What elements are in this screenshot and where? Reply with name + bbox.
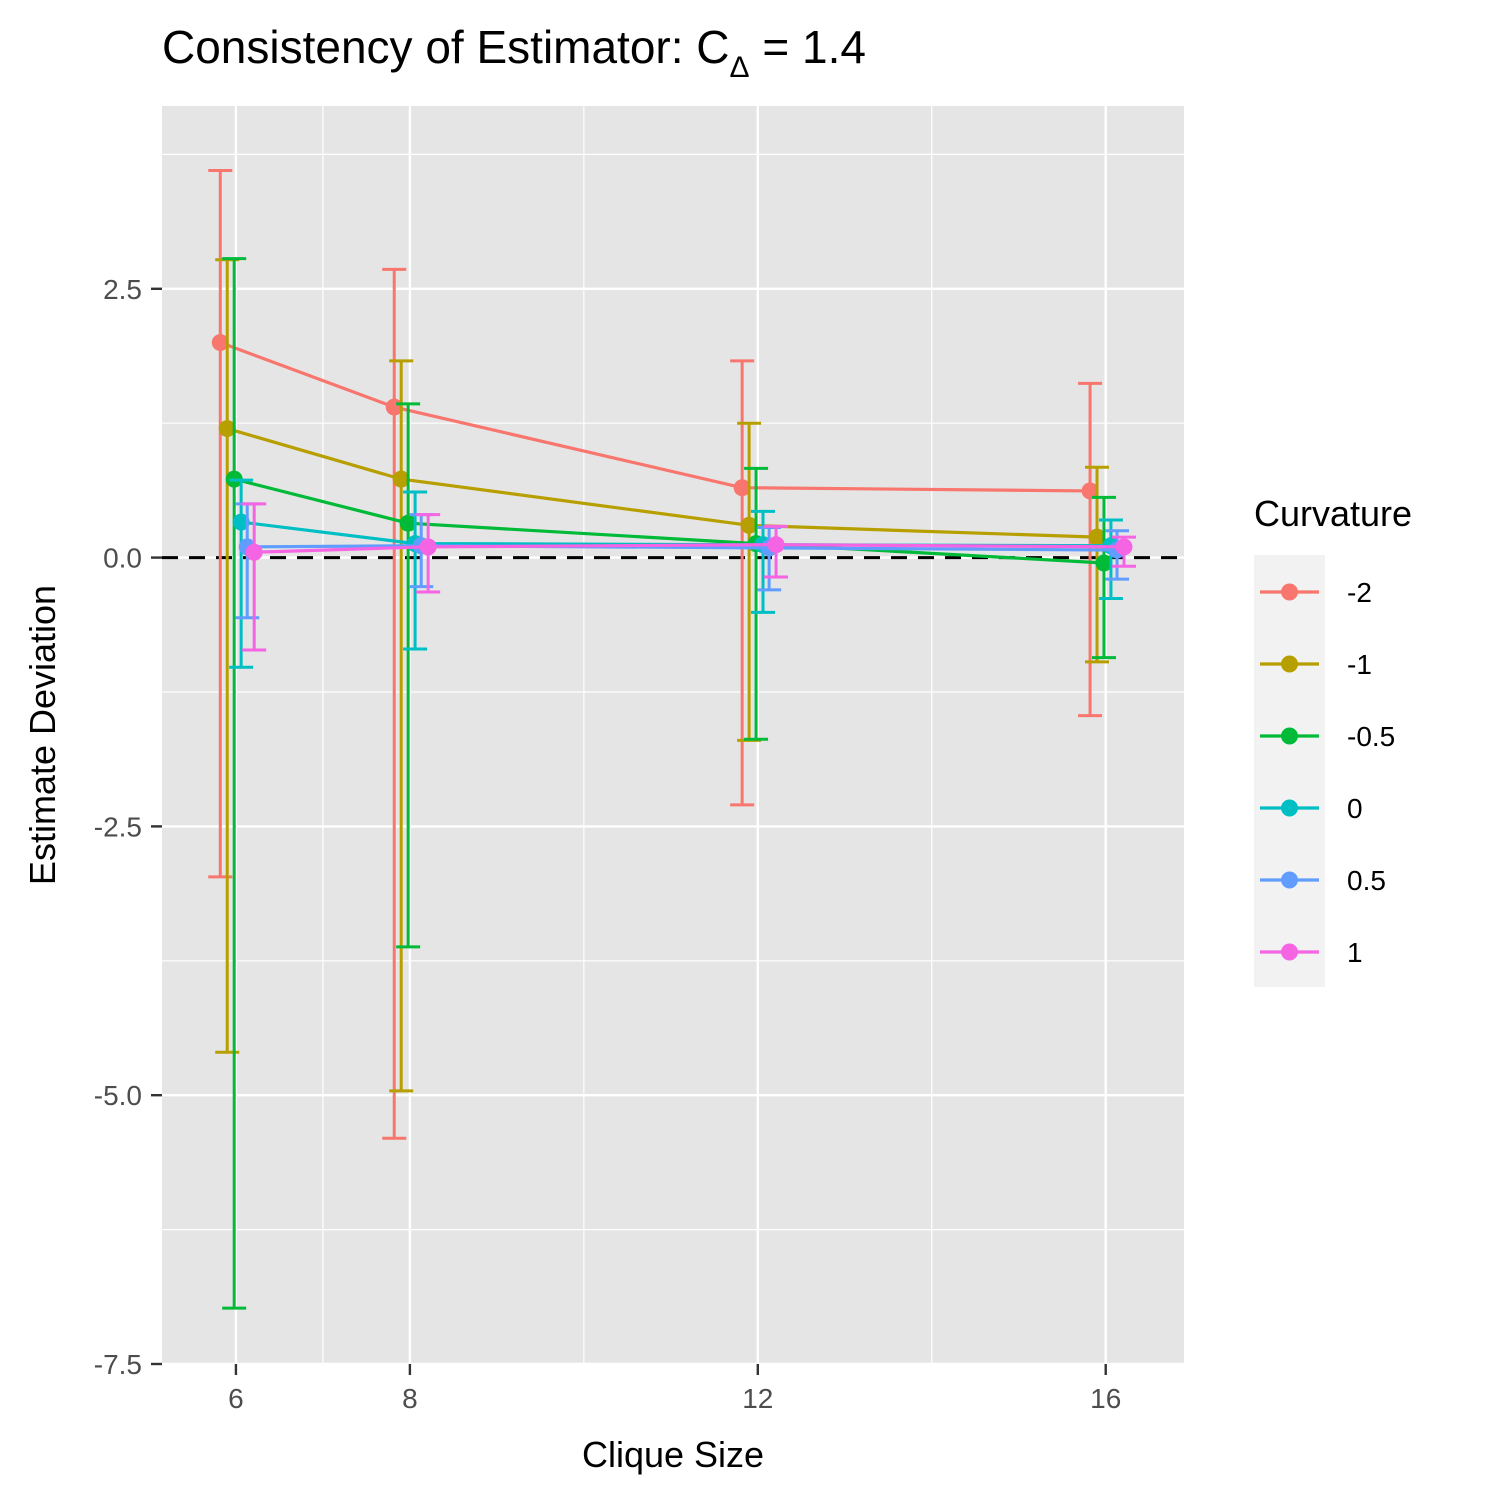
legend-key-point [1281,655,1298,673]
series--2 [208,169,1103,1140]
y-axis: 2.5 0.0 -2.5 -5.0 -7.5 [94,274,162,1380]
data-point [1088,528,1106,546]
series-layer [208,169,1136,1310]
legend-key-background [1254,555,1325,987]
legend-title: Curvature [1254,493,1412,534]
data-point [232,513,250,531]
x-tick-label: 6 [228,1383,244,1414]
legend-item-1: 1 [1260,937,1363,968]
data-point [211,334,229,352]
y-axis-title: Estimate Deviation [22,585,63,885]
legend-label: 0.5 [1347,865,1386,896]
data-point [1081,482,1099,500]
legend-key-point [1281,583,1298,601]
legend-key-point [1281,727,1298,745]
series-line [254,543,1124,554]
data-point [245,543,263,561]
legend-key-point [1281,799,1298,817]
legend-item-0: 0 [1260,793,1363,824]
series-line [233,477,1105,565]
legend-item-0.5: 0.5 [1260,865,1386,896]
x-tick-label: 16 [1090,1383,1121,1414]
data-point [392,470,410,488]
series--1 [215,258,1110,1093]
data-point [1095,554,1113,572]
legend: Curvature -2 -1 -0.5 0 0.5 1 [1254,493,1412,987]
y-tick-label: -2.5 [94,811,142,842]
data-point [740,516,758,534]
chart-title-suffix: = 1.4 [750,21,866,73]
data-point [419,538,437,556]
y-tick-label: 0.0 [103,543,142,574]
data-point [1115,538,1133,556]
x-tick-label: 8 [402,1383,418,1414]
y-tick-label: -7.5 [94,1349,142,1380]
y-tick-label: -5.0 [94,1080,142,1111]
series-line [226,427,1098,539]
y-tick-label: 2.5 [103,274,142,305]
legend-label: -1 [1347,649,1372,680]
legend-item--2: -2 [1260,577,1372,608]
legend-item--1: -1 [1260,649,1372,680]
legend-item--0.5: -0.5 [1260,721,1395,752]
series-line [219,341,1091,493]
legend-label: 0 [1347,793,1363,824]
data-point [767,536,785,554]
legend-label: -0.5 [1347,721,1395,752]
plot-panel [162,106,1184,1364]
legend-label: 1 [1347,937,1363,968]
x-tick-label: 12 [742,1383,773,1414]
x-axis: 6 8 12 16 [228,1364,1121,1414]
series-1 [242,502,1136,652]
minor-grid [162,106,1184,1364]
x-axis-title: Clique Size [582,1434,764,1475]
data-point [218,420,236,438]
data-point [399,514,417,532]
legend-key-point [1281,943,1298,961]
data-point [733,479,751,497]
legend-label: -2 [1347,577,1372,608]
chart-title: Consistency of Estimator: CΔ = 1.4 [162,21,866,84]
legend-key-point [1281,871,1298,889]
chart-title-subscript: Δ [730,51,750,84]
